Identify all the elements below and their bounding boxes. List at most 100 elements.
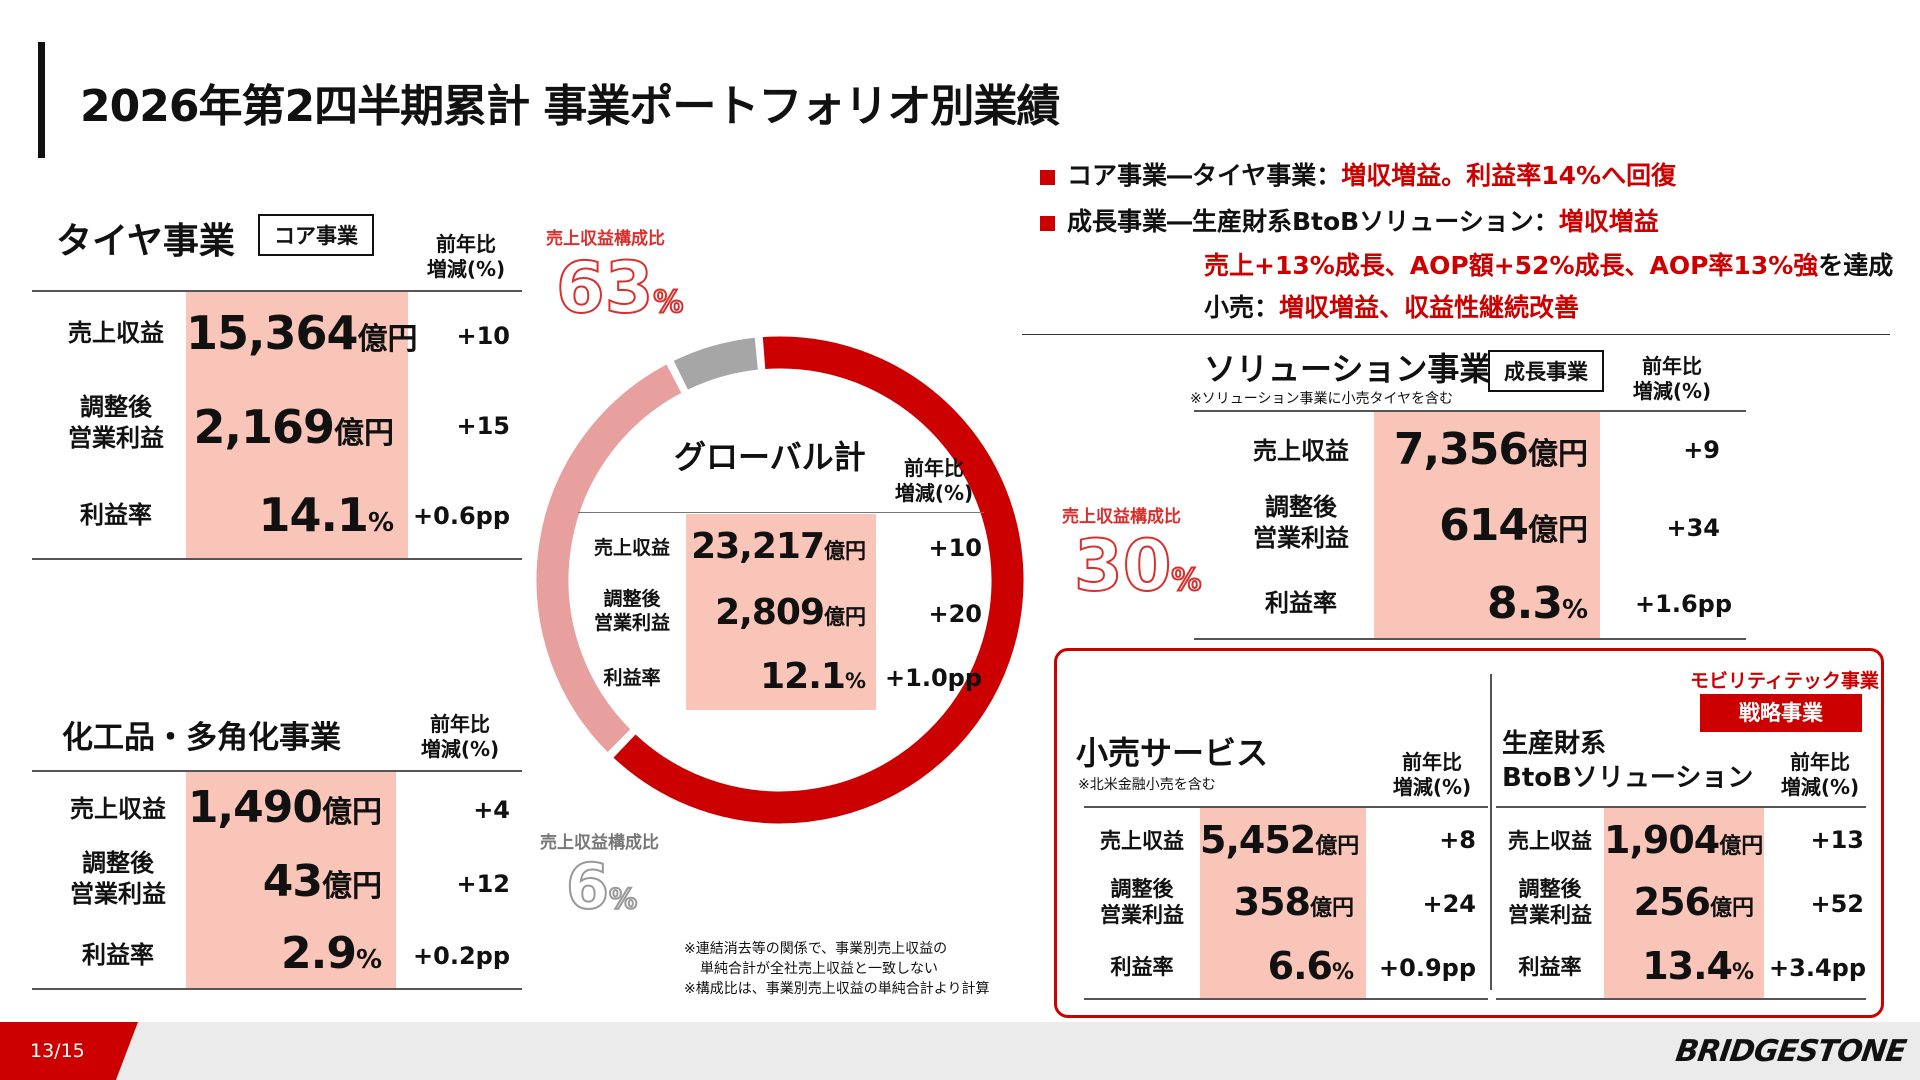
global-revenue-chg: +10 (928, 534, 982, 562)
solution-revenue-chg: +9 (1683, 436, 1720, 464)
chem-bottom-rule (32, 988, 522, 990)
global-margin-label: 利益率 (603, 667, 661, 689)
ring-segment-tire (609, 333, 1027, 827)
btob-bottom-rule (1496, 998, 1866, 1000)
tire-revenue-value: 15,364億円 (186, 306, 418, 360)
chem-revenue-value: 1,490億円 (187, 782, 382, 833)
solution-value-bg (1374, 412, 1600, 638)
tire-margin-label: 利益率 (80, 501, 152, 529)
composition-label-tire: 売上収益構成比 (546, 229, 665, 249)
bullet-core: コア事業―タイヤ事業：増収増益。利益率14%へ回復 (1040, 156, 1676, 192)
chem-title: 化工品・多角化事業 (62, 720, 341, 756)
solution-aop-chg: +34 (1666, 514, 1720, 542)
chem-aop-value: 43億円 (262, 856, 382, 907)
chem-aop-chg: +12 (456, 870, 510, 898)
btob-revenue-value: 1,904億円 (1604, 818, 1764, 862)
note-line-1: ※連結消去等の関係で、事業別売上収益の (684, 941, 948, 957)
chem-revenue-chg: +4 (473, 796, 510, 824)
ring-segment-solution (533, 360, 686, 757)
retail-aop-chg: +24 (1422, 890, 1476, 918)
note-line-2: 単純合計が全社売上収益と一致しない (700, 961, 938, 977)
solution-note: ※ソリューション事業に小売タイヤを含む (1190, 391, 1454, 407)
chem-revenue-label: 売上収益 (70, 795, 166, 823)
global-value-bg (686, 514, 876, 710)
btob-margin-chg: +3.4pp (1769, 954, 1866, 982)
bullets-rule (1022, 334, 1890, 335)
ring-segment-chem (669, 334, 762, 394)
solution-margin-value: 8.3% (1486, 578, 1588, 629)
btob-title: 生産財系 BtoBソリューション (1502, 729, 1754, 793)
retail-top-rule (1084, 806, 1488, 808)
retail-revenue-value: 5,452億円 (1200, 818, 1360, 862)
btob-margin-value: 13.4% (1642, 944, 1754, 988)
retail-margin-label: 利益率 (1110, 955, 1174, 979)
chem-top-rule (32, 770, 522, 772)
strategic-badge: 戦略事業 (1700, 694, 1862, 732)
solution-revenue-value: 7,356億円 (1393, 424, 1588, 475)
composition-solution: 30% (1073, 525, 1202, 607)
composition-chem: 6% (565, 850, 638, 923)
page-title: 2026年第2四半期累計 事業ポートフォリオ別業績 (80, 81, 1060, 132)
solution-margin-label: 利益率 (1265, 589, 1337, 617)
chem-margin-chg: +0.2pp (413, 942, 510, 970)
composition-ring (533, 333, 1027, 827)
tire-aop-value: 2,169億円 (193, 400, 394, 454)
chem-margin-value: 2.9% (280, 928, 382, 979)
btob-revenue-chg: +13 (1810, 826, 1864, 854)
global-aop-value: 2,809億円 (715, 592, 866, 633)
solution-top-rule (1194, 410, 1746, 412)
btob-top-rule (1496, 806, 1866, 808)
page-number: 13/15 (30, 1040, 85, 1062)
retail-revenue-label: 売上収益 (1100, 829, 1184, 853)
retail-yoy-header: 前年比 増減(%) (1392, 750, 1472, 799)
note-line-3: ※構成比は、事業別売上収益の単純合計より計算 (684, 981, 990, 997)
tire-revenue-label: 売上収益 (68, 319, 164, 347)
btob-yoy-header: 前年比 増減(%) (1780, 750, 1860, 799)
bullet-growth-detail: 売上+13%成長、AOP額+52%成長、AOP率13%強を達成 (1204, 251, 1894, 280)
tire-badge: コア事業 (258, 214, 374, 256)
footer-bar (0, 1022, 1920, 1080)
chem-value-bg (186, 772, 396, 988)
retail-aop-label: 調整後 営業利益 (1100, 877, 1184, 928)
bullet-growth: 成長事業―生産財系BtoBソリューション：増収増益 (1040, 202, 1659, 238)
solution-yoy-header: 前年比 増減(%) (1632, 354, 1712, 403)
tire-margin-value: 14.1% (258, 488, 394, 542)
composition-tire: 63% (555, 247, 684, 329)
solution-revenue-label: 売上収益 (1253, 437, 1349, 465)
global-margin-value: 12.1% (760, 656, 866, 697)
mobility-divider (1490, 674, 1492, 990)
btob-aop-chg: +52 (1810, 890, 1864, 918)
tire-revenue-chg: +10 (456, 322, 510, 350)
retail-title: 小売サービス (1076, 734, 1269, 772)
global-revenue-label: 売上収益 (593, 537, 670, 559)
global-yoy-header: 前年比 増減(%) (894, 456, 974, 505)
chem-yoy-header: 前年比 増減(%) (420, 712, 500, 761)
global-top-rule (578, 512, 984, 513)
solution-aop-value: 614億円 (1439, 500, 1588, 551)
retail-aop-value: 358億円 (1233, 880, 1354, 924)
title-accent-bar (38, 42, 45, 158)
tire-top-rule (32, 290, 522, 292)
retail-margin-value: 6.6% (1267, 944, 1354, 988)
solution-margin-chg: +1.6pp (1635, 590, 1732, 618)
retail-value-bg (1200, 808, 1366, 998)
global-margin-chg: +1.0pp (885, 664, 982, 692)
solution-badge: 成長事業 (1488, 350, 1604, 392)
global-title: グローバル計 (674, 438, 866, 476)
page-number-tab (0, 1022, 138, 1080)
chem-aop-label: 調整後 営業利益 (70, 849, 166, 909)
tire-value-bg (186, 292, 408, 558)
tire-aop-chg: +15 (456, 412, 510, 440)
bullet-square-icon (1040, 215, 1055, 231)
composition-label-solution: 売上収益構成比 (1062, 507, 1181, 527)
btob-margin-label: 利益率 (1518, 955, 1582, 979)
retail-note: ※北米金融小売を含む (1078, 777, 1216, 793)
tire-aop-label: 調整後 営業利益 (68, 393, 164, 453)
tire-bottom-rule (32, 558, 522, 560)
tire-yoy-header: 前年比 増減(%) (426, 232, 506, 281)
global-revenue-value: 23,217億円 (691, 526, 866, 567)
global-aop-label: 調整後 営業利益 (593, 588, 670, 634)
btob-revenue-label: 売上収益 (1508, 829, 1592, 853)
btob-value-bg (1604, 808, 1764, 998)
composition-label-chem: 売上収益構成比 (540, 833, 659, 853)
